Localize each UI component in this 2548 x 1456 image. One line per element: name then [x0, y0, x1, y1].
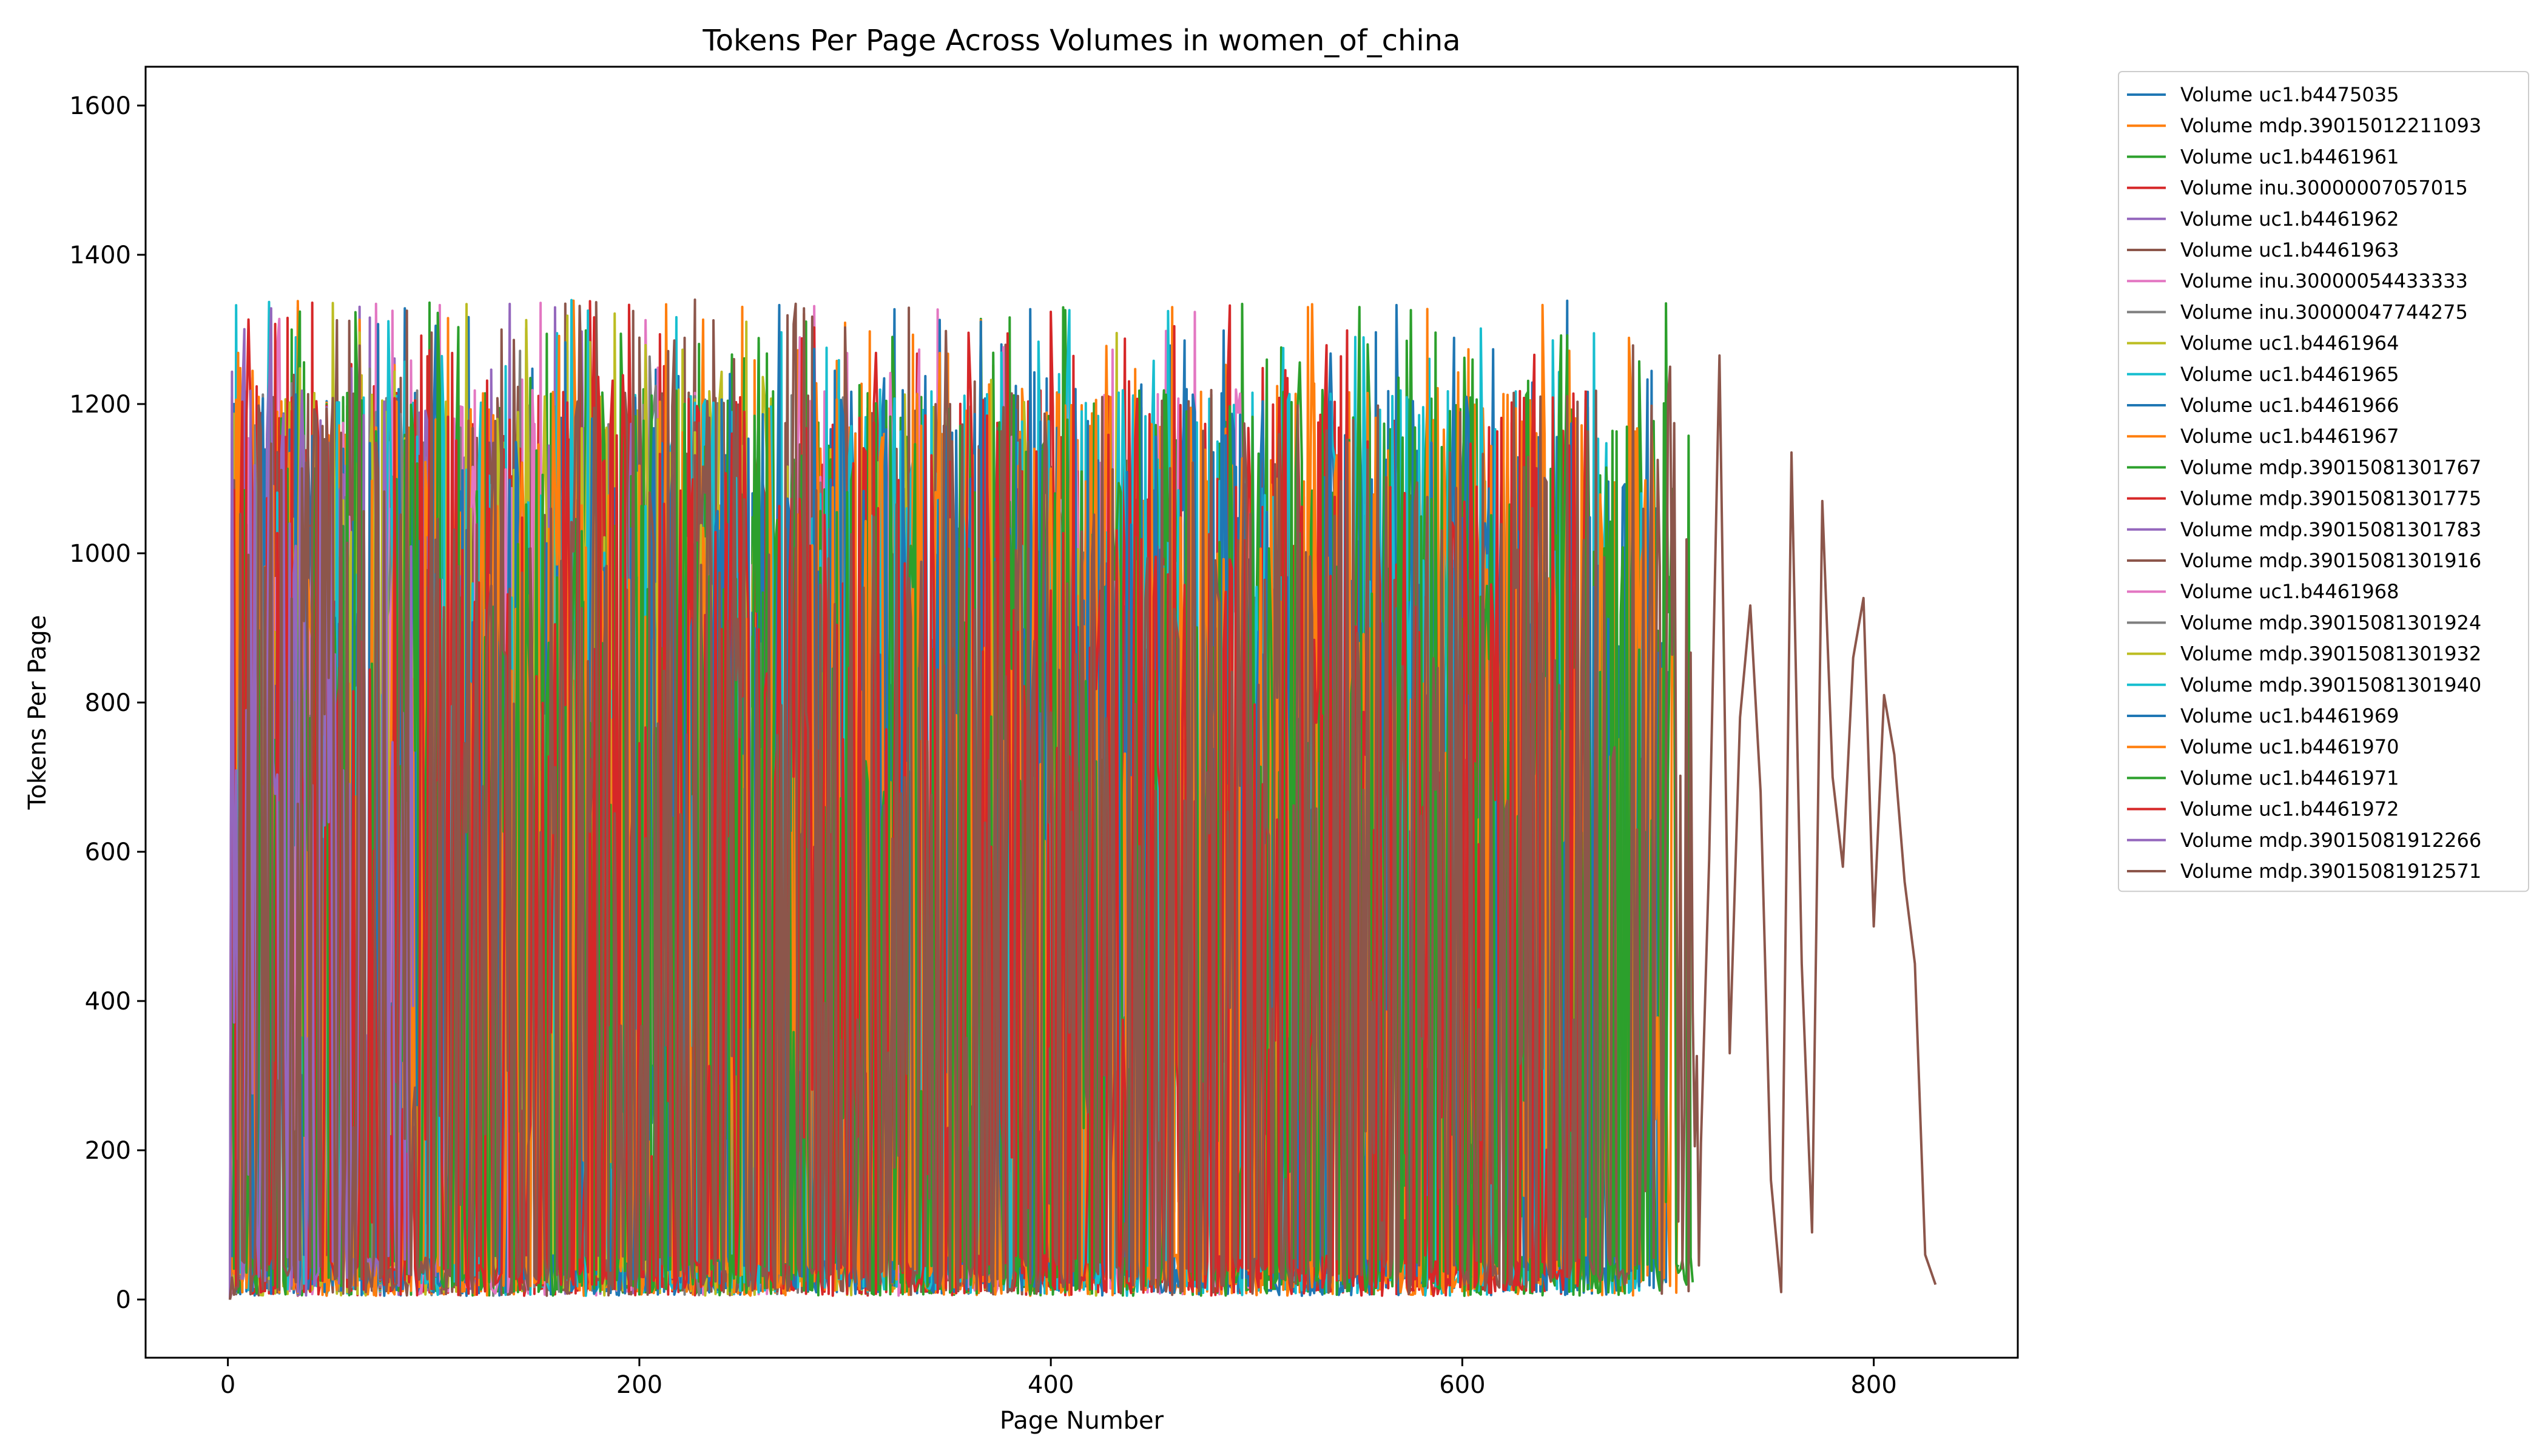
y-tick-label: 400 — [85, 988, 131, 1016]
x-tick-label: 400 — [1028, 1371, 1074, 1399]
legend-label: Volume uc1.b4461964 — [2180, 332, 2399, 355]
y-tick-label: 200 — [85, 1137, 131, 1165]
legend-label: Volume mdp.39015081301924 — [2180, 611, 2481, 634]
y-tick-label: 1000 — [69, 540, 131, 568]
legend-label: Volume uc1.b4461965 — [2180, 363, 2399, 386]
y-tick-label: 1200 — [69, 391, 131, 419]
x-tick-label: 0 — [220, 1371, 235, 1399]
legend-label: Volume uc1.b4461972 — [2180, 798, 2399, 821]
y-axis-label: Tokens Per Page — [24, 615, 52, 811]
legend-label: Volume mdp.39015081301916 — [2180, 549, 2481, 572]
legend: Volume uc1.b4475035 Volume mdp.3901501221… — [2118, 71, 2529, 892]
series-line-24 — [229, 318, 1587, 1300]
legend-label: Volume uc1.b4475035 — [2180, 83, 2399, 106]
legend-label: Volume uc1.b4461967 — [2180, 425, 2399, 448]
legend-label: Volume uc1.b4461970 — [2180, 735, 2399, 758]
y-tick-label: 1600 — [69, 92, 131, 120]
legend-label: Volume uc1.b4461961 — [2180, 145, 2399, 168]
legend-label: Volume inu.30000047744275 — [2180, 300, 2468, 323]
y-tick-label: 0 — [116, 1286, 131, 1314]
legend-label: Volume mdp.39015081301940 — [2180, 673, 2481, 696]
legend-label: Volume mdp.39015081301932 — [2180, 642, 2481, 666]
x-axis: 0 200 400 600 800 — [220, 1358, 1897, 1399]
legend-label: Volume inu.30000054433333 — [2180, 269, 2468, 292]
legend-frame — [2118, 71, 2529, 892]
legend-label: Volume uc1.b4461962 — [2180, 207, 2399, 231]
legend-label: Volume uc1.b4461963 — [2180, 238, 2399, 261]
x-tick-label: 200 — [616, 1371, 662, 1399]
chart-title: Tokens Per Page Across Volumes in women_… — [702, 24, 1460, 58]
legend-label: Volume uc1.b4461966 — [2180, 394, 2399, 417]
legend-label: Volume uc1.b4461969 — [2180, 704, 2399, 727]
legend-label: Volume mdp.39015081301775 — [2180, 487, 2481, 510]
legend-label: Volume mdp.39015081301783 — [2180, 518, 2481, 541]
y-tick-label: 800 — [85, 689, 131, 717]
legend-label: Volume inu.30000007057015 — [2180, 177, 2468, 200]
legend-label: Volume mdp.39015081912266 — [2180, 829, 2481, 852]
plot-frame — [144, 66, 2019, 1359]
legend-label: Volume uc1.b4461968 — [2180, 580, 2399, 603]
series-line-26 — [229, 302, 1937, 1300]
legend-label: Volume mdp.39015081912571 — [2180, 860, 2481, 883]
legend-label: Volume uc1.b4461971 — [2180, 766, 2399, 789]
y-tick-label: 1400 — [69, 241, 131, 269]
legend-label: Volume mdp.39015081301767 — [2180, 456, 2481, 479]
x-axis-label: Page Number — [1000, 1407, 1164, 1435]
x-tick-label: 800 — [1850, 1371, 1896, 1399]
legend-label: Volume mdp.39015012211093 — [2180, 114, 2481, 137]
plot-lines — [229, 298, 1937, 1300]
x-tick-label: 600 — [1439, 1371, 1485, 1399]
y-axis: 0 200 400 600 800 1000 1200 1400 1600 — [69, 92, 146, 1314]
y-tick-label: 600 — [85, 838, 131, 866]
